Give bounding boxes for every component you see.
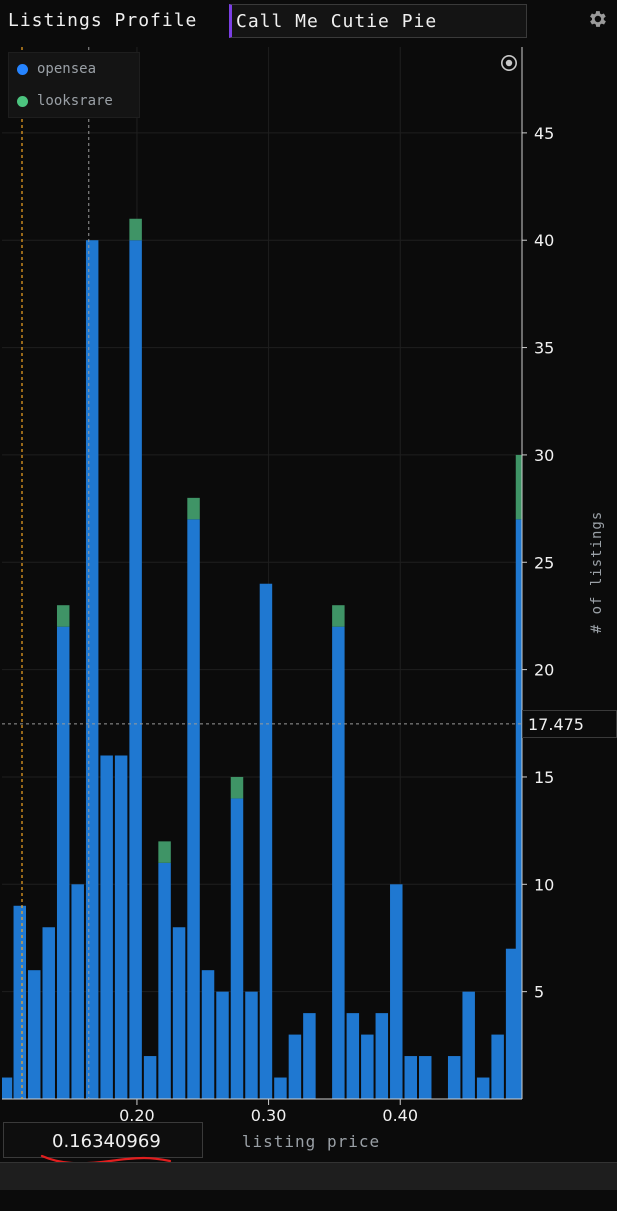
gear-icon[interactable] [586, 8, 608, 30]
chart-axes: 5 10 15 20 25 30 35 40 45 0.20 0.30 0.40 [2, 47, 554, 1125]
bar-opensea [288, 1034, 302, 1099]
crosshair-y-readout: 17.475 [528, 715, 584, 734]
bar-opensea [462, 991, 475, 1099]
x-tick-label: 0.30 [251, 1106, 287, 1125]
bar-opensea [361, 1034, 374, 1099]
legend-dot-opensea [17, 63, 28, 75]
bar-opensea [505, 948, 519, 1099]
chart-bars [2, 218, 522, 1099]
bar-opensea [515, 519, 522, 1099]
legend-label-opensea: opensea [37, 61, 97, 77]
bar-looksrare [515, 454, 522, 520]
bar-opensea [2, 1077, 13, 1099]
bar-opensea [447, 1056, 461, 1099]
red-underline-annotation [40, 1154, 172, 1165]
bar-opensea [216, 991, 229, 1099]
y-tick-label: 45 [534, 124, 554, 143]
legend-item-looksrare[interactable]: looksrare [17, 91, 113, 111]
bar-opensea [491, 1034, 504, 1099]
crosshair-y-readout-box [522, 710, 617, 738]
crosshair-x-readout-box [3, 1122, 203, 1158]
bar-looksrare [332, 605, 345, 627]
bar-looksrare [230, 776, 244, 799]
bar-opensea [129, 240, 142, 1099]
bar-looksrare [158, 841, 171, 863]
bar-opensea [476, 1077, 490, 1099]
bar-opensea [187, 519, 200, 1099]
bar-opensea [346, 1013, 360, 1099]
bar-opensea [230, 798, 244, 1099]
bottom-status-strip [0, 1162, 617, 1191]
bar-opensea [143, 1056, 157, 1099]
chart-canvas[interactable]: 5 10 15 20 25 30 35 40 45 0.20 0.30 0.40 [0, 44, 617, 1162]
legend-item-opensea[interactable]: opensea [17, 59, 96, 79]
bar-opensea [274, 1077, 287, 1099]
y-tick-label: 40 [534, 231, 554, 250]
y-tick-label: 5 [534, 983, 544, 1002]
x-tick-label: 0.20 [119, 1106, 155, 1125]
header-bar: Listings Profile [0, 0, 617, 44]
y-tick-label: 30 [534, 446, 554, 465]
bar-opensea [172, 927, 186, 1099]
y-tick-label: 10 [534, 875, 554, 894]
bar-opensea [419, 1056, 432, 1099]
reset-target-icon[interactable] [500, 54, 518, 72]
bar-looksrare [187, 497, 200, 520]
bar-opensea [56, 626, 70, 1099]
legend-label-looksrare: looksrare [37, 93, 113, 109]
crosshair-x-readout: 0.16340969 [52, 1131, 161, 1152]
bar-opensea [158, 862, 171, 1099]
collection-search-input[interactable] [229, 4, 527, 38]
y-tick-label: 25 [534, 553, 554, 572]
y-axis-label: # of listings [589, 510, 605, 634]
bar-opensea [375, 1013, 389, 1099]
y-tick-label: 15 [534, 768, 554, 787]
bar-looksrare [129, 218, 142, 241]
bar-opensea [201, 970, 215, 1099]
bar-opensea [28, 970, 41, 1099]
bar-opensea [85, 240, 99, 1099]
bar-opensea [404, 1056, 417, 1099]
x-tick-label: 0.40 [382, 1106, 418, 1125]
y-tick-label: 35 [534, 339, 554, 358]
app-title: Listings Profile [8, 10, 198, 31]
bar-opensea [71, 884, 84, 1099]
bar-opensea [303, 1013, 316, 1099]
bar-opensea [390, 884, 403, 1099]
bar-opensea [259, 583, 273, 1099]
legend-dot-looksrare [17, 95, 28, 107]
bar-opensea [245, 991, 258, 1099]
x-axis-label: listing price [241, 1132, 381, 1151]
bar-opensea [100, 755, 113, 1099]
chart-crosshair [2, 47, 522, 1099]
bottom-background [0, 1190, 617, 1211]
bar-opensea [13, 905, 27, 1099]
y-tick-label: 20 [534, 661, 554, 680]
bar-opensea [114, 755, 128, 1099]
bar-looksrare [56, 605, 70, 627]
chart-legend: opensea looksrare [8, 52, 140, 118]
bar-opensea [42, 927, 55, 1099]
bar-opensea [332, 626, 345, 1099]
